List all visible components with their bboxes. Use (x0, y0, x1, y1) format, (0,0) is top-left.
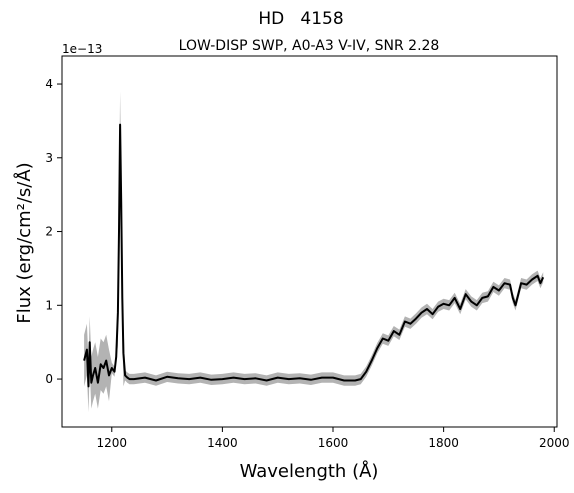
y-axis-label: Flux (erg/cm²/s/Å) (13, 162, 35, 323)
flux-error-band (84, 91, 544, 413)
y-tick-label: 3 (45, 151, 53, 165)
y-tick-label: 4 (45, 77, 53, 91)
chart-title: HD 4158 (258, 9, 343, 29)
x-tick-label: 1800 (428, 436, 459, 450)
y-axis: 0 1 2 3 4 (45, 77, 62, 386)
x-tick-label: 2000 (539, 436, 570, 450)
y-tick-label: 1 (45, 298, 53, 312)
x-axis: 1200 1400 1600 1800 2000 (97, 427, 570, 450)
offset-label: 1e−13 (62, 42, 102, 56)
x-tick-label: 1600 (318, 436, 349, 450)
x-tick-label: 1400 (207, 436, 238, 450)
plot-frame (61, 55, 558, 428)
flux-line (83, 123, 545, 388)
y-tick-label: 0 (45, 372, 53, 386)
x-tick-label: 1200 (97, 436, 128, 450)
x-axis-label: Wavelength (Å) (240, 460, 379, 482)
y-tick-label: 2 (45, 225, 53, 239)
chart-subtitle: LOW-DISP SWP, A0-A3 V-IV, SNR 2.28 (179, 38, 440, 54)
